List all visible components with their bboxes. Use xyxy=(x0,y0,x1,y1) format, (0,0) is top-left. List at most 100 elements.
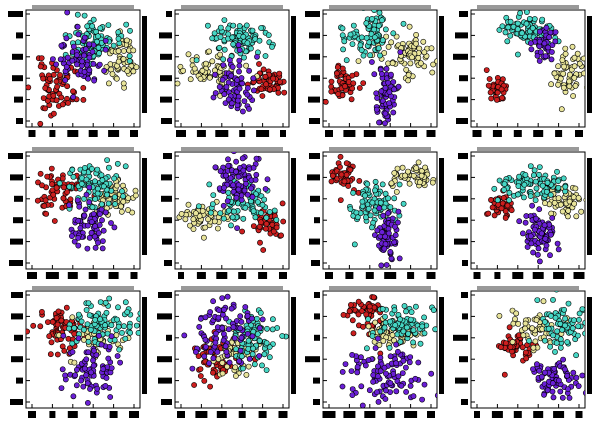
data-point xyxy=(220,331,227,337)
data-point xyxy=(199,208,206,214)
data-point xyxy=(196,323,203,330)
y-tick-label xyxy=(453,334,468,341)
data-point xyxy=(514,26,521,33)
data-point xyxy=(119,188,125,195)
data-point xyxy=(256,61,262,67)
data-point xyxy=(488,196,494,203)
data-point xyxy=(569,43,576,50)
y-tick-label xyxy=(314,292,320,298)
data-point xyxy=(219,370,226,377)
data-point xyxy=(402,172,408,179)
data-point xyxy=(206,360,212,367)
x-tick-label xyxy=(365,272,374,279)
data-point xyxy=(516,218,523,225)
data-point xyxy=(572,185,579,192)
data-point xyxy=(380,337,387,344)
data-point xyxy=(403,308,409,315)
data-point xyxy=(413,32,419,38)
data-point xyxy=(375,45,382,52)
data-point xyxy=(244,91,251,98)
data-point xyxy=(92,244,99,251)
data-point xyxy=(419,396,425,403)
data-point xyxy=(136,316,140,322)
series-cyan xyxy=(491,163,569,204)
y-tick-label xyxy=(12,53,23,60)
data-point xyxy=(256,223,263,230)
y-tick-label xyxy=(453,53,468,60)
data-point xyxy=(506,197,512,204)
data-point xyxy=(381,204,388,211)
data-point xyxy=(187,222,193,229)
data-point xyxy=(241,98,248,104)
data-point xyxy=(410,172,417,179)
data-point xyxy=(548,231,554,238)
data-point xyxy=(363,345,370,352)
data-point xyxy=(212,339,219,346)
data-point xyxy=(364,181,371,187)
data-point xyxy=(390,30,397,37)
y-tick-label xyxy=(457,96,468,103)
data-point xyxy=(70,94,77,100)
data-point xyxy=(555,195,562,201)
y-tick-label xyxy=(455,377,468,384)
data-point xyxy=(67,196,74,203)
data-point xyxy=(278,232,284,239)
data-point xyxy=(496,177,503,184)
y-tick-label xyxy=(305,11,320,17)
data-point xyxy=(396,255,403,262)
data-point xyxy=(238,334,245,341)
scatter-panel-11 xyxy=(305,286,444,418)
data-point xyxy=(229,34,236,41)
y-tick-label xyxy=(309,118,320,124)
data-point xyxy=(547,343,553,350)
data-point xyxy=(43,210,50,217)
data-point xyxy=(254,331,261,337)
data-point xyxy=(418,172,425,179)
data-point xyxy=(528,240,535,247)
data-point xyxy=(69,314,76,321)
data-point xyxy=(391,239,398,246)
data-point xyxy=(276,70,283,77)
data-point xyxy=(572,83,579,89)
data-point xyxy=(394,165,401,172)
data-point xyxy=(192,349,199,355)
data-point xyxy=(229,64,236,70)
data-point xyxy=(387,318,393,325)
data-point xyxy=(115,29,122,36)
data-point xyxy=(210,369,216,376)
data-point xyxy=(63,35,70,42)
x-tick-label xyxy=(533,411,544,418)
data-point xyxy=(241,54,247,61)
data-point xyxy=(220,202,227,209)
data-point xyxy=(542,53,549,59)
data-point xyxy=(110,42,117,49)
data-point xyxy=(210,94,217,101)
data-point xyxy=(242,304,249,310)
x-tick-label xyxy=(575,411,583,418)
data-point xyxy=(504,202,511,209)
data-point xyxy=(216,84,223,90)
data-point xyxy=(393,360,399,367)
data-point xyxy=(578,208,585,215)
data-point xyxy=(555,246,562,253)
data-point xyxy=(531,226,538,233)
data-point xyxy=(333,70,340,77)
data-point xyxy=(108,220,114,226)
data-point xyxy=(339,25,346,32)
data-point xyxy=(371,207,378,214)
data-point xyxy=(124,37,130,44)
data-point xyxy=(388,39,395,46)
data-point xyxy=(96,332,102,339)
data-point xyxy=(114,182,120,189)
data-point xyxy=(185,201,192,208)
top-offset-strip xyxy=(32,286,134,290)
data-point xyxy=(234,225,240,231)
data-point xyxy=(224,293,231,300)
data-point xyxy=(366,387,373,394)
data-point xyxy=(363,35,370,41)
data-point xyxy=(328,78,335,85)
data-point xyxy=(347,166,354,173)
data-point xyxy=(120,80,127,87)
data-point xyxy=(560,84,567,91)
data-point xyxy=(189,365,196,372)
